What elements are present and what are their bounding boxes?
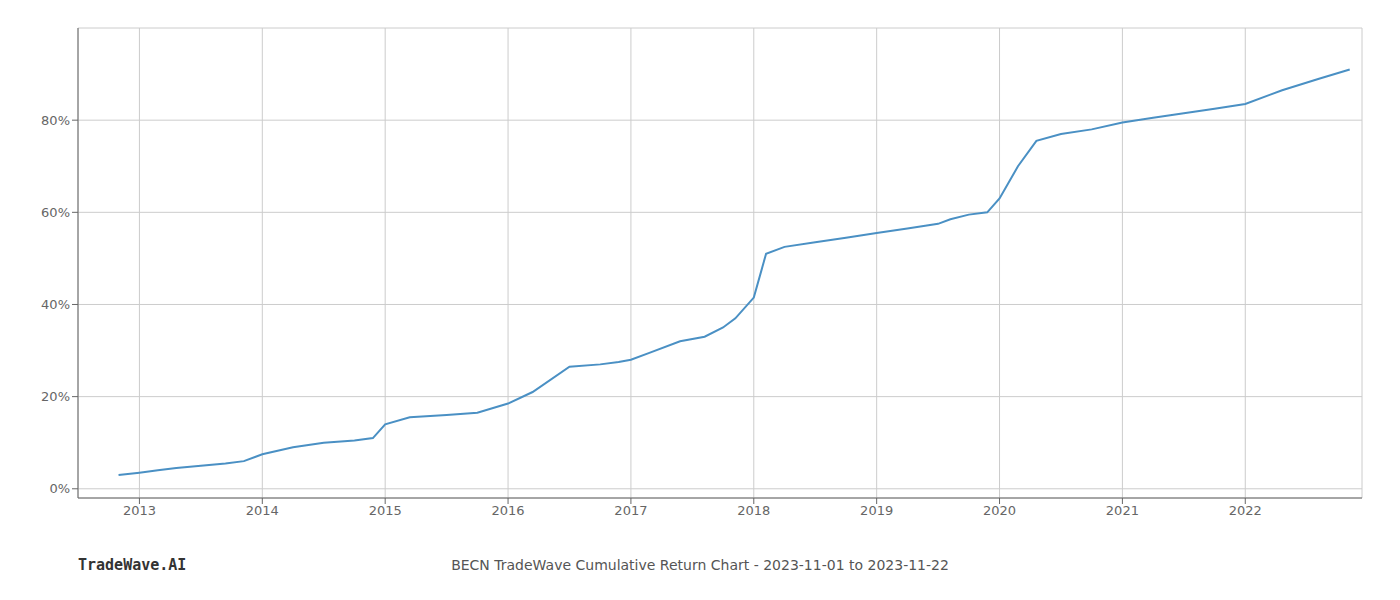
- svg-text:2019: 2019: [860, 503, 893, 518]
- svg-text:40%: 40%: [41, 297, 70, 312]
- svg-text:2014: 2014: [246, 503, 279, 518]
- svg-text:2017: 2017: [614, 503, 647, 518]
- svg-text:2021: 2021: [1106, 503, 1139, 518]
- svg-text:2013: 2013: [123, 503, 156, 518]
- svg-text:0%: 0%: [49, 481, 70, 496]
- svg-text:20%: 20%: [41, 389, 70, 404]
- svg-text:2022: 2022: [1229, 503, 1262, 518]
- html-text:TradeWave.AI: TradeWave.AI: [78, 556, 187, 574]
- svg-text:2016: 2016: [492, 503, 525, 518]
- html-text:BECN TradeWave Cumulative Retu: BECN TradeWave Cumulative Return Chart -…: [451, 557, 949, 573]
- svg-text:60%: 60%: [41, 205, 70, 220]
- svg-text:2015: 2015: [369, 503, 402, 518]
- svg-text:2020: 2020: [983, 503, 1016, 518]
- svg-text:2018: 2018: [737, 503, 770, 518]
- svg-text:80%: 80%: [41, 113, 70, 128]
